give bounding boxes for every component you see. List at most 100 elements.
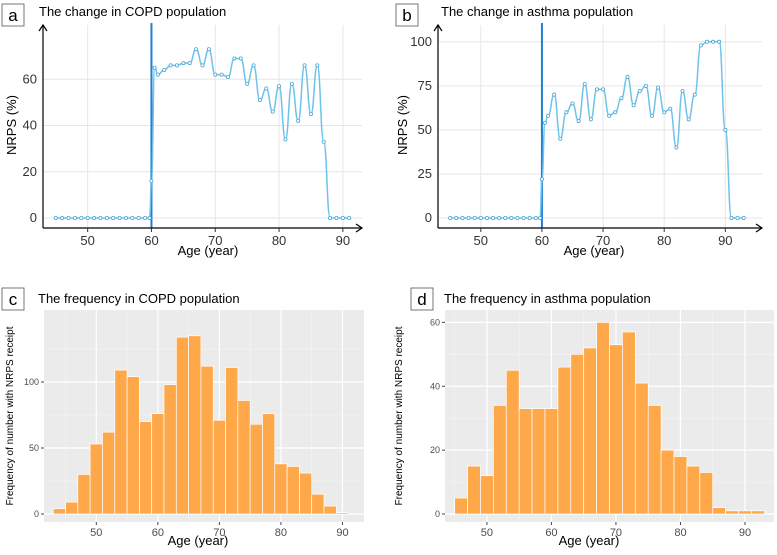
histogram-bar <box>249 423 263 515</box>
panel-letter: c <box>9 290 18 309</box>
data-point <box>340 215 345 220</box>
y-axis-label: NRPS (%) <box>395 95 410 155</box>
chart-title: The change in asthma population <box>441 4 633 19</box>
data-point <box>478 215 483 220</box>
histogram-bar <box>699 472 714 515</box>
data-point <box>613 110 618 115</box>
data-point <box>308 111 313 116</box>
histogram-bar <box>686 465 701 515</box>
histogram-bar <box>274 463 288 515</box>
y-tick-label: 40 <box>430 381 440 391</box>
y-axis-label: Frequency of number with NRPS receipt <box>5 326 16 505</box>
data-point <box>194 47 199 52</box>
data-point <box>533 215 538 220</box>
data-point <box>66 215 71 220</box>
data-point <box>302 63 307 68</box>
panel-letter-box <box>410 287 434 311</box>
y-axis-label: Frequency of number with NRPS receipt <box>394 326 405 505</box>
data-point <box>334 215 339 220</box>
data-point <box>503 215 508 220</box>
data-point <box>245 81 250 86</box>
histogram-bar <box>102 431 116 515</box>
data-point <box>79 215 84 220</box>
data-point <box>538 215 543 220</box>
histogram-bar <box>596 322 610 515</box>
histogram-bar <box>493 405 507 515</box>
data-point <box>588 117 593 122</box>
panel-letter-box <box>1 3 25 27</box>
histogram-bar <box>175 336 189 515</box>
x-tick-label: 90 <box>739 527 751 539</box>
data-point <box>155 72 160 77</box>
data-point <box>662 110 667 115</box>
data-point <box>98 215 103 220</box>
histogram-bar <box>738 510 752 515</box>
chart-title: The frequency in COPD population <box>38 291 240 306</box>
y-tick-label: 50 <box>418 122 432 137</box>
chart-b: b The change in asthma population 50 60 70… <box>395 3 764 258</box>
histogram-bar <box>660 449 675 515</box>
data-point <box>466 215 471 220</box>
x-tick-label: 70 <box>208 233 222 248</box>
data-point <box>328 215 333 220</box>
data-point <box>576 119 581 124</box>
data-point <box>206 47 211 52</box>
data-point <box>472 215 477 220</box>
chart-title: The change in COPD population <box>39 4 226 19</box>
panel-c: c The frequency in COPD population 0 50 10… <box>0 282 388 550</box>
panel-letter: b <box>402 6 411 25</box>
panel-a: a The change in COPD population 50 60 70 80… <box>0 0 388 262</box>
data-point <box>704 39 709 44</box>
series-line <box>55 48 350 219</box>
histogram-bar <box>126 376 140 515</box>
data-point <box>264 86 269 91</box>
data-point <box>631 103 636 108</box>
data-point <box>649 113 654 118</box>
data-point <box>497 215 502 220</box>
histogram-bar <box>323 505 337 515</box>
x-tick-label: 50 <box>90 527 102 539</box>
histogram-bar <box>114 369 128 515</box>
data-point <box>117 215 122 220</box>
data-point <box>149 178 154 183</box>
histogram-bar <box>570 353 585 515</box>
x-tick-label: 70 <box>596 233 610 248</box>
panel-letter-box <box>395 3 419 27</box>
data-point <box>521 215 526 220</box>
data-point <box>130 215 135 220</box>
y-axis-arrow <box>38 23 48 32</box>
histogram-bar <box>225 367 239 515</box>
panel-letter-box <box>1 287 25 311</box>
data-point <box>717 39 722 44</box>
histogram-bar <box>262 413 276 515</box>
y-tick-label: 60 <box>23 71 37 86</box>
y-tick-label: 100 <box>410 34 432 49</box>
data-point <box>674 145 679 150</box>
data-point <box>594 87 599 92</box>
data-point <box>270 109 275 114</box>
x-tick-label: 80 <box>674 527 686 539</box>
x-tick-label: 50 <box>474 233 488 248</box>
data-point <box>607 113 612 118</box>
x-axis-label: Age (year) <box>559 533 620 548</box>
y-tick-label: 0 <box>34 509 39 519</box>
data-point <box>283 137 288 142</box>
y-tick-label: 0 <box>425 210 432 225</box>
data-point <box>711 39 716 44</box>
data-point <box>232 56 237 61</box>
data-point <box>564 110 569 115</box>
data-point <box>637 89 642 94</box>
y-axis-arrow <box>433 23 443 32</box>
data-point <box>582 82 587 87</box>
x-tick-label: 90 <box>336 233 350 248</box>
chart-title: The frequency in asthma population <box>444 291 651 306</box>
x-tick-label: 80 <box>272 233 286 248</box>
data-point <box>542 120 547 125</box>
data-point <box>686 117 691 122</box>
histogram-bar <box>212 419 226 515</box>
data-point <box>527 215 532 220</box>
histogram-bar <box>544 408 559 515</box>
data-point <box>460 215 465 220</box>
histogram-bar <box>505 369 520 515</box>
histogram-bar <box>52 508 66 515</box>
